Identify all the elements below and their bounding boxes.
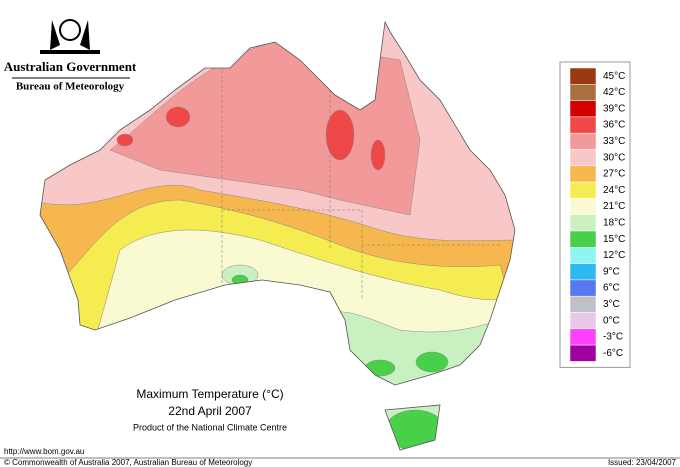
legend-label: 30°C xyxy=(603,152,625,163)
legend-swatch xyxy=(569,247,597,264)
legend-label: 42°C xyxy=(603,87,625,98)
legend-label: 45°C xyxy=(603,71,625,82)
legend: 45°C 42°C 39°C 36°C 33°C 30°C 27°C 24°C 21°C 18°C… xyxy=(559,61,631,368)
legend-swatch xyxy=(569,67,597,85)
legend-label: 12°C xyxy=(603,250,625,261)
bureau: Bureau of Meteorology xyxy=(16,81,125,93)
legend-swatch xyxy=(569,279,597,297)
legend-label: 15°C xyxy=(603,234,625,245)
coastline xyxy=(39,20,516,451)
legend-swatch xyxy=(569,263,597,281)
legend-label: 27°C xyxy=(603,169,625,180)
legend-swatch xyxy=(569,328,597,346)
legend-swatch xyxy=(569,132,597,150)
legend-swatch xyxy=(569,295,597,313)
legend-swatch xyxy=(569,198,597,215)
map-title: Maximum Temperature (°C) xyxy=(136,387,283,401)
issued: Issued: 23/04/2007 xyxy=(608,458,677,467)
legend-swatch xyxy=(569,149,597,167)
legend-label: 21°C xyxy=(603,201,625,212)
legend-label: 3°C xyxy=(603,299,620,310)
url: http://www.bom.gov.au xyxy=(4,447,84,456)
legend-label: 33°C xyxy=(603,136,625,147)
logo xyxy=(40,19,100,54)
legend-swatch xyxy=(569,165,597,183)
legend-label: 0°C xyxy=(603,315,620,326)
legend-swatch xyxy=(569,84,597,101)
legend-swatch xyxy=(569,181,597,199)
legend-swatch xyxy=(569,312,597,330)
legend-label: -6°C xyxy=(603,348,623,359)
map-date: 22nd April 2007 xyxy=(168,404,252,418)
legend-label: 24°C xyxy=(603,185,625,196)
legend-swatch xyxy=(569,116,597,134)
legend-swatch xyxy=(569,214,597,232)
legend-label: 6°C xyxy=(603,283,620,294)
legend-label: -3°C xyxy=(603,332,623,343)
legend-swatch xyxy=(569,230,597,248)
legend-label: 9°C xyxy=(603,266,620,277)
legend-swatch xyxy=(569,344,597,362)
legend-label: 36°C xyxy=(603,120,625,131)
copyright: © Commonwealth of Australia 2007, Austra… xyxy=(4,458,252,467)
map-subtitle: Product of the National Climate Centre xyxy=(133,422,287,432)
government: Australian Government xyxy=(4,59,137,74)
legend-swatch xyxy=(569,100,597,118)
legend-label: 18°C xyxy=(603,217,625,228)
legend-label: 39°C xyxy=(603,103,625,114)
